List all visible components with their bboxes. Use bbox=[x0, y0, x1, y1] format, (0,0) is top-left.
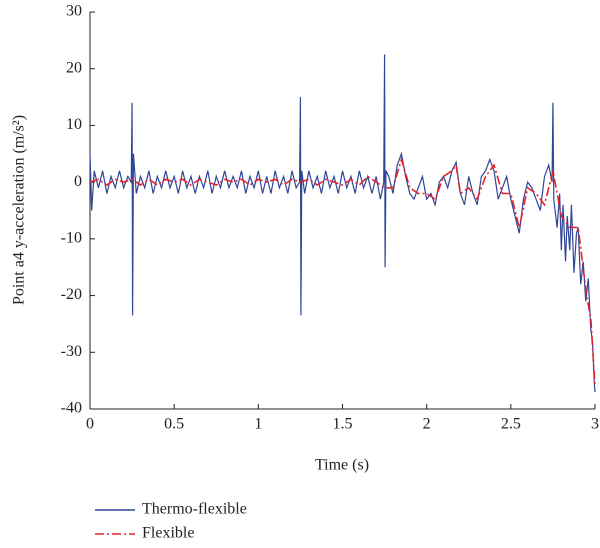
y-tick-label: -20 bbox=[61, 286, 82, 303]
y-tick-label: -10 bbox=[61, 230, 82, 247]
legend-label: Flexible bbox=[142, 525, 194, 542]
x-axis-label: Time (s) bbox=[315, 457, 369, 474]
line bbox=[89, 54, 596, 393]
x-tick-label: 0.5 bbox=[164, 416, 184, 433]
y-tick-label: 20 bbox=[66, 59, 82, 76]
y-tick-label: -40 bbox=[61, 400, 82, 417]
line bbox=[89, 156, 596, 387]
x-tick-label: 2 bbox=[423, 416, 431, 433]
x-tick-label: 0 bbox=[86, 416, 94, 433]
x-tick-label: 2.5 bbox=[501, 416, 521, 433]
y-tick-label: 10 bbox=[66, 116, 82, 133]
x-tick-label: 1.5 bbox=[333, 416, 353, 433]
x-tick-label: 3 bbox=[591, 416, 599, 433]
y-tick-label: -30 bbox=[61, 343, 82, 360]
y-tick-label: 30 bbox=[66, 3, 82, 20]
x-tick-label: 1 bbox=[254, 416, 262, 433]
y-tick-label: 0 bbox=[74, 173, 82, 190]
legend-label: Thermo-flexible bbox=[142, 501, 247, 518]
y-axis-label: Point a4 y-acceleration (m/s²) bbox=[11, 115, 28, 305]
